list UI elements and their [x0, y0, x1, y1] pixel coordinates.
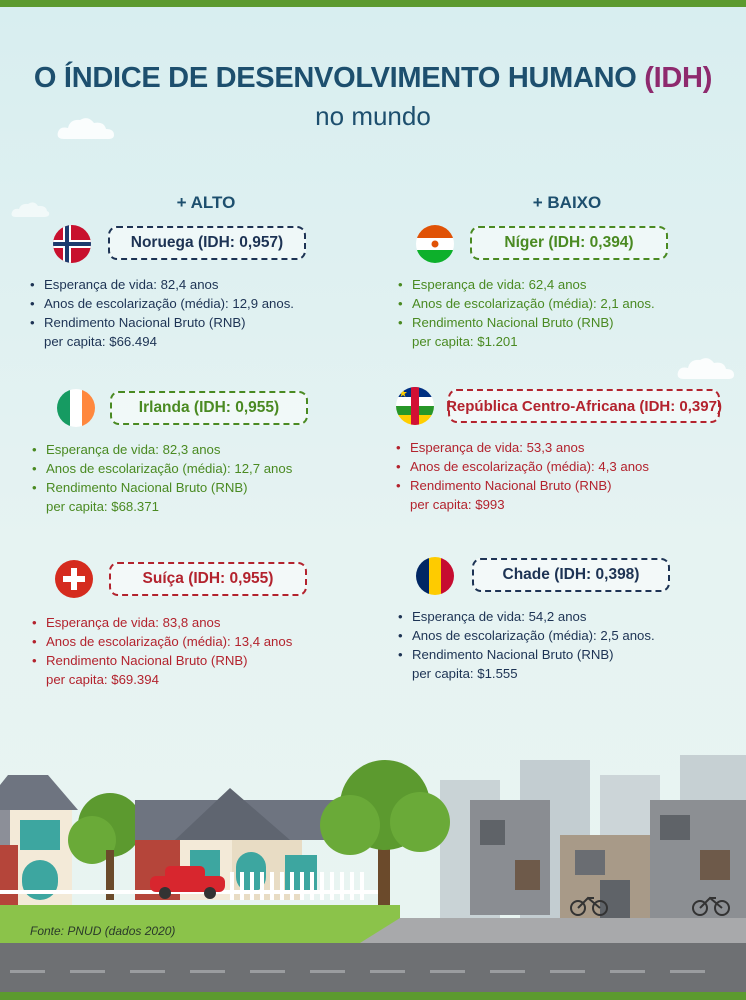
title-highlight: (IDH): [644, 62, 713, 94]
stat-schooling: Anos de escolarização (média): 4,3 anos: [396, 457, 649, 476]
stat-gni: Rendimento Nacional Bruto (RNB): [398, 645, 655, 664]
country-label-noruega: Noruega (IDH: 0,957): [108, 226, 306, 260]
stat-gni-value: per capita: $66.494: [44, 334, 157, 349]
stat-gni-value: per capita: $993: [410, 497, 505, 512]
stat-gni-value: per capita: $68.371: [46, 499, 159, 514]
country-label-irlanda: Irlanda (IDH: 0,955): [110, 391, 308, 425]
page-title: O ÍNDICE DE DESENVOLVIMENTO HUMANO (IDH): [33, 62, 713, 94]
stat-life-expectancy: Esperança de vida: 83,8 anos: [32, 613, 292, 632]
cloud-icon: [677, 358, 734, 379]
top-border: [0, 0, 746, 7]
stats-noruega: Esperança de vida: 82,4 anos Anos de esc…: [30, 275, 294, 351]
stats-suica: Esperança de vida: 83,8 anos Anos de esc…: [32, 613, 292, 689]
stat-schooling: Anos de escolarização (média): 2,1 anos.: [398, 294, 655, 313]
stat-life-expectancy: Esperança de vida: 82,4 anos: [30, 275, 294, 294]
column-header-high: + ALTO: [176, 193, 236, 212]
neighborhood-illustration: [0, 755, 746, 992]
ireland-flag-icon: [57, 389, 95, 427]
stat-schooling: Anos de escolarização (média): 12,7 anos: [32, 459, 292, 478]
stat-gni: Rendimento Nacional Bruto (RNB): [32, 651, 292, 670]
country-label-rca: República Centro-Africana (IDH: 0,397): [446, 389, 722, 423]
stat-schooling: Anos de escolarização (média): 12,9 anos…: [30, 294, 294, 313]
stat-schooling: Anos de escolarização (média): 13,4 anos: [32, 632, 292, 651]
norway-flag-icon: [53, 225, 91, 263]
chad-flag-icon: [416, 557, 454, 595]
switzerland-flag-icon: [55, 560, 93, 598]
cloud-icon: [57, 118, 114, 139]
stat-gni: Rendimento Nacional Bruto (RNB): [398, 313, 655, 332]
country-label-suica: Suíça (IDH: 0,955): [109, 562, 307, 596]
page-subtitle: no mundo: [315, 101, 431, 131]
country-label-niger: Níger (IDH: 0,394): [470, 226, 668, 260]
stats-chade: Esperança de vida: 54,2 anos Anos de esc…: [398, 607, 655, 683]
stat-life-expectancy: Esperança de vida: 62,4 anos: [398, 275, 655, 294]
source-note: Fonte: PNUD (dados 2020): [30, 924, 176, 938]
column-header-low: + BAIXO: [532, 193, 602, 212]
stats-irlanda: Esperança de vida: 82,3 anos Anos de esc…: [32, 440, 292, 516]
stat-gni-value: per capita: $1.555: [412, 666, 518, 681]
stats-niger: Esperança de vida: 62,4 anos Anos de esc…: [398, 275, 655, 351]
stat-gni: Rendimento Nacional Bruto (RNB): [32, 478, 292, 497]
stat-life-expectancy: Esperança de vida: 82,3 anos: [32, 440, 292, 459]
stat-gni: Rendimento Nacional Bruto (RNB): [30, 313, 294, 332]
stat-gni-value: per capita: $1.201: [412, 334, 518, 349]
niger-flag-icon: [416, 225, 454, 263]
central-african-republic-flag-icon: [396, 387, 434, 425]
stat-life-expectancy: Esperança de vida: 53,3 anos: [396, 438, 649, 457]
stats-rca: Esperança de vida: 53,3 anos Anos de esc…: [396, 438, 649, 514]
stat-gni-value: per capita: $69.394: [46, 672, 159, 687]
country-label-chade: Chade (IDH: 0,398): [472, 558, 670, 592]
stat-life-expectancy: Esperança de vida: 54,2 anos: [398, 607, 655, 626]
cloud-icon: [11, 202, 50, 217]
stat-schooling: Anos de escolarização (média): 2,5 anos.: [398, 626, 655, 645]
stat-gni: Rendimento Nacional Bruto (RNB): [396, 476, 649, 495]
bottom-border: [0, 992, 746, 1000]
